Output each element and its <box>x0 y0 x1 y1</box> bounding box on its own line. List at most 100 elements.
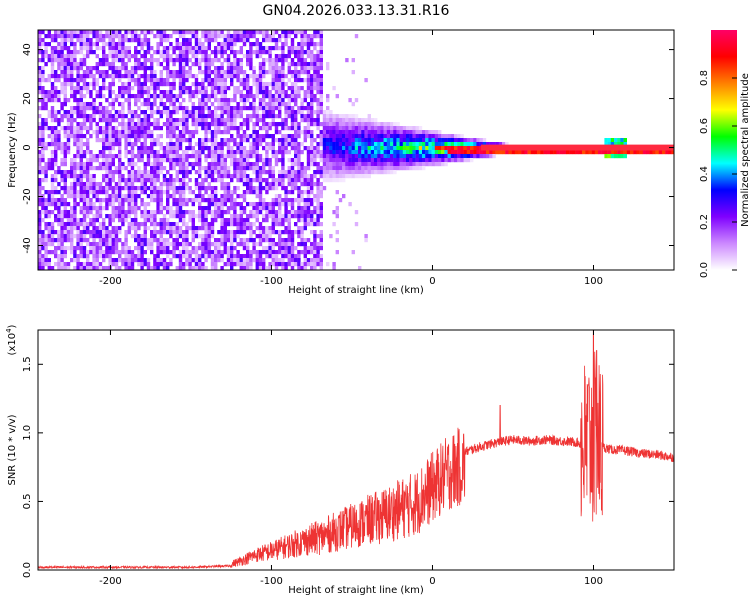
heatmap-cell <box>262 98 266 103</box>
heatmap-cell <box>41 106 45 111</box>
heatmap-cell <box>220 34 224 39</box>
heatmap-cell <box>239 178 243 183</box>
heatmap-cell <box>47 250 51 255</box>
heatmap-cell <box>486 150 490 155</box>
heatmap-cell <box>140 126 144 131</box>
heatmap-cell <box>367 142 371 147</box>
heatmap-cell <box>178 262 183 267</box>
heatmap-cell <box>258 82 263 87</box>
heatmap-cell <box>118 46 122 51</box>
heatmap-cell <box>268 234 272 239</box>
heatmap-cell <box>82 170 87 175</box>
heatmap-cell <box>226 146 231 151</box>
heatmap-cell <box>226 126 231 131</box>
heatmap-cell <box>220 158 224 163</box>
heatmap-cell <box>44 122 48 127</box>
heatmap-cell <box>198 210 202 215</box>
heatmap-cell <box>271 238 275 243</box>
heatmap-cell <box>143 234 147 239</box>
heatmap-cell <box>63 126 67 131</box>
heatmap-cell <box>521 150 525 155</box>
heatmap-cell <box>316 118 320 123</box>
heatmap-cell <box>105 190 109 195</box>
heatmap-cell <box>172 98 176 103</box>
heatmap-cell <box>38 250 42 255</box>
heatmap-cell <box>246 154 250 159</box>
heatmap-cell <box>166 118 170 123</box>
heatmap-cell <box>175 210 179 215</box>
heatmap-cell <box>274 122 279 127</box>
heatmap-cell <box>41 198 45 203</box>
heatmap-cell <box>386 150 391 155</box>
heatmap-cell <box>290 198 295 203</box>
heatmap-cell <box>246 122 250 127</box>
heatmap-cell <box>287 54 291 59</box>
heatmap-cell <box>150 122 154 127</box>
heatmap-cell <box>322 178 327 183</box>
heatmap-cell <box>262 166 266 171</box>
heatmap-cell <box>306 262 311 267</box>
heatmap-cell <box>121 246 125 251</box>
heatmap-cell <box>297 42 301 47</box>
heatmap-cell <box>47 34 51 39</box>
heatmap-cell <box>207 130 211 135</box>
heatmap-cell <box>140 178 144 183</box>
heatmap-cell <box>143 42 147 47</box>
heatmap-cell <box>191 154 195 159</box>
heatmap-cell <box>98 126 103 131</box>
heatmap-cell <box>326 154 330 159</box>
heatmap-cell <box>185 90 189 95</box>
heatmap-cell <box>239 82 243 87</box>
heatmap-cell <box>60 106 64 111</box>
heatmap-cell <box>434 150 439 155</box>
heatmap-cell <box>146 118 151 123</box>
heatmap-cell <box>354 154 359 159</box>
heatmap-cell <box>540 150 544 155</box>
heatmap-cell <box>258 134 263 139</box>
heatmap-cell <box>246 94 250 99</box>
heatmap-cell <box>79 190 83 195</box>
heatmap-cell <box>66 46 71 51</box>
heatmap-cell <box>246 242 250 247</box>
heatmap-cell <box>313 34 317 39</box>
heatmap-cell <box>310 162 314 167</box>
heatmap-cell <box>201 126 205 131</box>
heatmap-cell <box>409 158 413 163</box>
heatmap-cell <box>98 150 103 155</box>
heatmap-cell <box>284 146 288 151</box>
heatmap-cell <box>290 206 295 211</box>
heatmap-cell <box>319 258 323 263</box>
heatmap-cell <box>390 158 394 163</box>
heatmap-cell <box>466 154 471 159</box>
heatmap-cell <box>50 138 55 143</box>
heatmap-cell <box>70 74 74 79</box>
heatmap-cell <box>89 174 93 179</box>
heatmap-cell <box>127 182 131 187</box>
heatmap-cell <box>172 214 176 219</box>
heatmap-cell <box>495 142 499 147</box>
heatmap-cell <box>306 126 311 131</box>
heatmap-cell <box>310 190 314 195</box>
heatmap-cell <box>265 50 269 55</box>
heatmap-cell <box>201 42 205 47</box>
heatmap-cell <box>63 142 67 147</box>
heatmap-cell <box>377 126 381 131</box>
heatmap-cell <box>230 222 234 227</box>
heatmap-cell <box>313 250 317 255</box>
heatmap-cell <box>60 126 64 131</box>
heatmap-cell <box>178 90 183 95</box>
heatmap-cell <box>127 194 131 199</box>
heatmap-cell <box>537 150 541 155</box>
heatmap-cell <box>220 106 224 111</box>
heatmap-cell <box>217 154 221 159</box>
heatmap-cell <box>137 250 141 255</box>
heatmap-cell <box>153 118 157 123</box>
heatmap-cell <box>98 186 103 191</box>
heatmap-cell <box>322 134 327 139</box>
heatmap-cell <box>422 154 426 159</box>
heatmap-cell <box>364 126 368 131</box>
heatmap-cell <box>137 262 141 267</box>
heatmap-cell <box>361 130 365 135</box>
heatmap-cell <box>386 166 391 171</box>
heatmap-cell <box>162 246 167 251</box>
